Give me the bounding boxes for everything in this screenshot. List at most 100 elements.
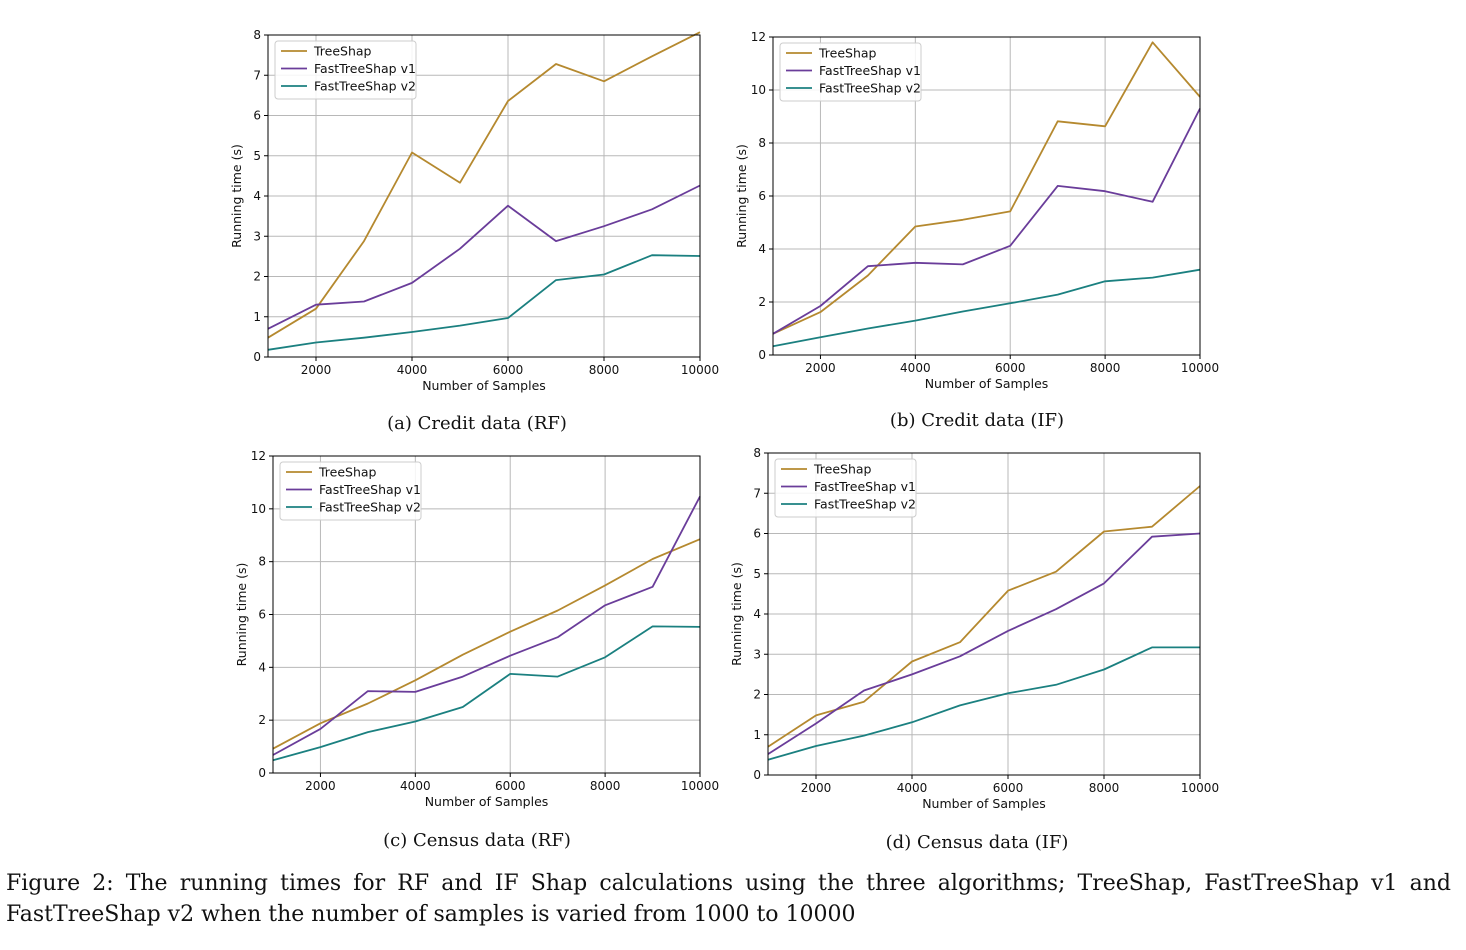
series-line-1 [767,532,1201,755]
x-tick-label: 2000 [301,363,332,377]
legend: TreeShap FastTreeShap v1 FastTreeShap v2 [779,42,922,102]
y-axis-label: Running time (s) [229,144,244,248]
chart-panel-a: 2000 4000 6000 8000 10000 0 1 2 3 4 5 6 7 8 Number of … [218,25,719,402]
x-tick-label: 10000 [681,363,719,377]
y-tick-label: 5 [253,149,261,163]
x-tick-label: 6000 [493,363,524,377]
series-line-1 [272,495,701,756]
figure-caption: Figure 2: The running times for RF and I… [6,871,1451,927]
series-line-0 [272,538,701,750]
y-tick-label: 2 [253,270,261,284]
legend-label: FastTreeShap v1 [314,61,416,76]
x-tick-label: 8000 [1089,781,1120,795]
y-tick-label: 6 [258,608,266,622]
series-line-1 [267,184,701,330]
series-line-0 [267,31,701,339]
legend-label: TreeShap [318,465,377,480]
caption-d: (d) Census data (IF) [885,832,1069,853]
y-tick-label: 6 [253,109,261,123]
x-tick-label: 4000 [897,781,928,795]
x-tick-label: 4000 [400,779,431,793]
y-tick-label: 1 [753,728,761,742]
caption-c: (c) Census data (RF) [383,830,571,851]
y-tick-label: 12 [751,30,766,44]
y-tick-label: 3 [753,647,761,661]
y-tick-label: 0 [753,768,761,782]
x-axis-label: Number of Samples [422,378,546,393]
y-tick-label: 4 [258,660,266,674]
chart-svg: 2000 4000 6000 8000 10000 0 2 4 6 8 10 12 Number of … [734,30,1219,391]
x-tick-label: 4000 [900,361,931,375]
legend: TreeShap FastTreeShap v1 FastTreeShap v2 [274,40,417,100]
x-tick-label: 2000 [305,779,336,793]
x-tick-label: 8000 [590,779,621,793]
legend-label: FastTreeShap v1 [819,63,921,78]
y-tick-label: 5 [753,567,761,581]
legend-box [779,42,922,102]
legend-box [279,461,422,521]
series-line-2 [267,254,701,351]
y-axis-label: Running time (s) [729,562,744,666]
y-tick-label: 8 [753,446,761,460]
legend: TreeShap FastTreeShap v1 FastTreeShap v2 [279,461,422,521]
legend-box [774,458,917,518]
chart-panel-d: 2000 4000 6000 8000 10000 0 1 2 3 4 5 6 7 8 Number of … [718,443,1219,820]
caption-b: (b) Credit data (IF) [889,410,1065,431]
x-axis-label: Number of Samples [425,794,549,809]
y-tick-label: 12 [251,449,266,463]
y-tick-label: 8 [258,555,266,569]
y-tick-label: 4 [753,607,761,621]
y-tick-label: 6 [758,189,766,203]
series-line-1 [772,108,1201,335]
chart-svg: 2000 4000 6000 8000 10000 0 2 4 6 8 10 12 Number of … [234,449,719,809]
chart-panel-b: 2000 4000 6000 8000 10000 0 2 4 6 8 10 12 Number of … [723,27,1219,400]
y-tick-label: 8 [758,136,766,150]
y-tick-label: 4 [758,242,766,256]
chart-svg: 2000 4000 6000 8000 10000 0 1 2 3 4 5 6 7 8 Number of … [229,28,719,393]
y-tick-label: 0 [258,766,266,780]
y-tick-label: 2 [753,688,761,702]
y-tick-label: 2 [758,295,766,309]
legend-label: TreeShap [818,46,877,61]
x-tick-label: 10000 [1181,361,1219,375]
legend-label: FastTreeShap v2 [819,81,921,96]
y-tick-label: 1 [253,310,261,324]
legend: TreeShap FastTreeShap v1 FastTreeShap v2 [774,458,917,518]
series-line-2 [767,646,1200,761]
y-tick-label: 10 [251,502,266,516]
chart-svg: 2000 4000 6000 8000 10000 0 1 2 3 4 5 6 7 8 Number of … [729,446,1219,811]
y-tick-label: 6 [753,527,761,541]
x-axis-label: Number of Samples [925,376,1049,391]
y-tick-label: 7 [753,486,761,500]
y-tick-label: 0 [253,350,261,364]
x-tick-label: 6000 [495,779,526,793]
caption-a: (a) Credit data (RF) [387,413,567,434]
legend-label: FastTreeShap v2 [314,79,416,94]
y-tick-label: 2 [258,713,266,727]
y-tick-label: 0 [758,348,766,362]
x-tick-label: 4000 [397,363,428,377]
legend-box [274,40,417,100]
x-tick-label: 2000 [801,781,832,795]
x-tick-label: 6000 [995,361,1026,375]
y-axis-label: Running time (s) [234,563,249,667]
x-tick-label: 10000 [1181,781,1219,795]
y-tick-label: 8 [253,28,261,42]
legend-label: TreeShap [313,44,372,59]
y-tick-label: 7 [253,68,261,82]
y-tick-label: 4 [253,189,261,203]
legend-label: FastTreeShap v1 [319,482,421,497]
legend-label: FastTreeShap v2 [319,500,421,515]
series-line-0 [772,41,1201,335]
legend-label: FastTreeShap v1 [814,479,916,494]
y-tick-label: 10 [751,83,766,97]
x-tick-label: 6000 [993,781,1024,795]
y-tick-label: 3 [253,229,261,243]
y-axis-label: Running time (s) [734,144,749,248]
x-tick-label: 8000 [589,363,620,377]
x-tick-label: 2000 [805,361,836,375]
x-tick-label: 10000 [681,779,719,793]
series-line-0 [767,485,1201,748]
x-tick-label: 8000 [1090,361,1121,375]
series-line-2 [772,268,1201,348]
